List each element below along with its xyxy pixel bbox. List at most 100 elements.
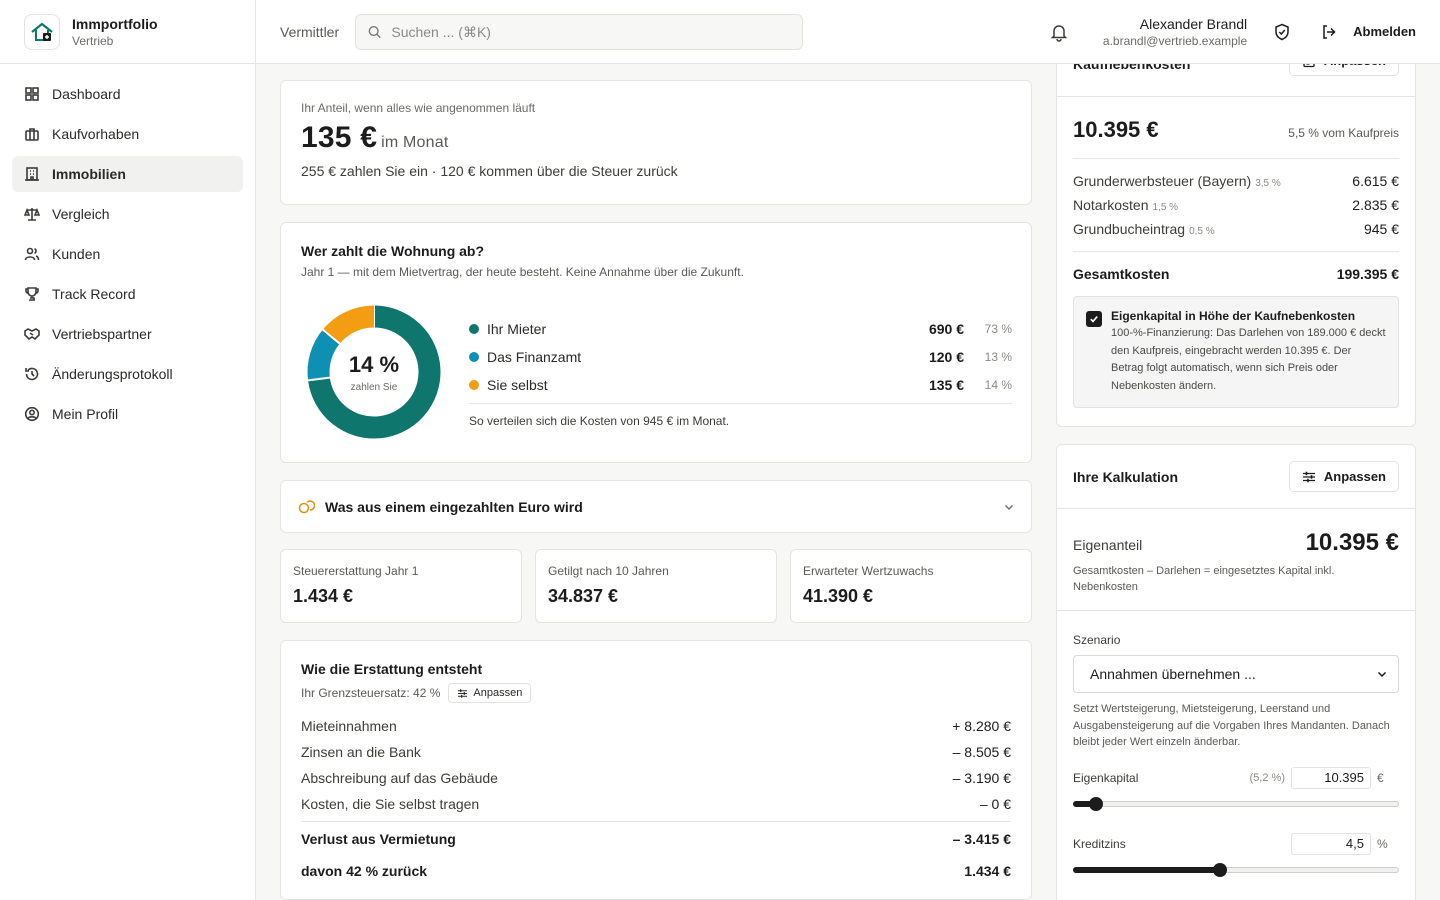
calculation-adjust-button[interactable]: Anpassen <box>1288 461 1399 492</box>
donut-slice-1 <box>307 329 341 381</box>
refund-row: Kosten, die Sie selbst tragen – 0 € <box>301 791 1011 817</box>
payoff-subtitle: Jahr 1 — mit dem Mietvertrag, der heute … <box>301 265 744 279</box>
sidebar-item-label: Kaufvorhaben <box>52 126 140 142</box>
building-icon <box>25 167 39 181</box>
donut-chart <box>307 305 441 439</box>
rate-unit: % <box>1377 836 1388 851</box>
euro-accordion[interactable]: Was aus einem eingezahlten Euro wird <box>280 480 1032 533</box>
sidebar-item-kaufvorhaben[interactable]: Kaufvorhaben <box>12 116 243 152</box>
payoff-donut: 14 % zahlen Sie <box>305 303 443 441</box>
sidebar-item-label: Änderungsprotokoll <box>52 366 173 382</box>
scenario-selected-value: Annahmen übernehmen ... <box>1090 666 1256 682</box>
sliders-icon <box>458 688 468 698</box>
own-share-note: Gesamtkosten – Darlehen = eingesetztes K… <box>1073 565 1335 593</box>
share-amount: 135 € <box>301 121 378 154</box>
coins-icon <box>298 499 315 513</box>
legend-name: Das Finanzamt <box>487 349 582 365</box>
legend-dot <box>469 380 479 390</box>
search-box[interactable] <box>355 13 804 50</box>
equity-slider[interactable] <box>1073 796 1399 811</box>
accordion-label: Was aus einem eingezahlten Euro wird <box>325 498 583 515</box>
legend-dot <box>469 352 479 362</box>
payoff-note: So verteilen sich die Kosten von 945 € i… <box>469 403 1012 428</box>
scenario-label: Szenario <box>1073 633 1121 647</box>
handshake-icon <box>24 328 40 341</box>
legend-amount: 690 € <box>928 321 964 337</box>
search-input[interactable] <box>391 23 791 40</box>
share-card: Ihr Anteil, wenn alles wie angenommen lä… <box>280 80 1032 205</box>
equity-slider-fill <box>1073 800 1096 807</box>
refund-row-label: Kosten, die Sie selbst tragen <box>301 796 480 812</box>
own-share-label: Eigenanteil <box>1073 537 1143 553</box>
rate-input[interactable] <box>1291 832 1371 855</box>
equity-input[interactable] <box>1291 766 1371 789</box>
donut-separator <box>307 376 330 382</box>
equity-checkbox[interactable] <box>1086 311 1102 327</box>
user-info[interactable]: Alexander Brandl a.brandl@vertrieb.examp… <box>1103 15 1247 49</box>
user-email: a.brandl@vertrieb.example <box>1102 33 1248 48</box>
legend-name: Sie selbst <box>487 377 548 393</box>
search-icon <box>368 25 381 38</box>
tax-rate-adjust-button[interactable]: Anpassen <box>448 683 532 703</box>
sidebar-item-dashboard[interactable]: Dashboard <box>12 76 243 112</box>
sliders-icon <box>1302 471 1315 482</box>
brand-name: Immportfolio <box>72 15 158 32</box>
kpi-label: Getilgt nach 10 Jahren <box>548 564 669 578</box>
legend-row: Sie selbst 135 € 14 % <box>469 371 1012 399</box>
scenario-select[interactable]: Annahmen übernehmen ... <box>1073 655 1399 693</box>
chevron-down-icon <box>1005 504 1013 510</box>
sidebar-nav: Dashboard Kaufvorhaben Immobilien Vergle… <box>0 64 255 448</box>
equity-slider-thumb[interactable] <box>1088 796 1103 811</box>
legend-pct: 13 % <box>984 350 1012 364</box>
kpi-value: 41.390 € <box>803 586 874 606</box>
divider <box>301 821 1011 822</box>
kpi-tax-refund: Steuererstattung Jahr 1 1.434 € <box>280 549 522 623</box>
brand[interactable]: Immportfolio Vertrieb <box>0 0 255 64</box>
total-costs-value: 199.395 € <box>1336 266 1399 282</box>
share-label: Ihr Anteil, wenn alles wie angenommen lä… <box>301 101 536 115</box>
total-costs-row: Gesamtkosten 199.395 € <box>1073 252 1399 296</box>
scenario-help: Setzt Wertsteigerung, Mietsteigerung, Le… <box>1073 703 1390 748</box>
rate-label: Kreditzins <box>1073 836 1126 851</box>
cost-row-pct: 0,5 % <box>1189 226 1215 237</box>
equity-slider-track <box>1073 800 1399 807</box>
sidebar-item-label: Track Record <box>52 286 136 302</box>
sidebar-item-vergleich[interactable]: Vergleich <box>12 196 243 232</box>
trophy-icon <box>25 287 39 301</box>
refund-back-row: davon 42 % zurück 1.434 € <box>301 856 1011 886</box>
sidebar-item-immobilien[interactable]: Immobilien <box>12 156 243 192</box>
payoff-title: Wer zahlt die Wohnung ab? <box>301 243 485 259</box>
loss-label: Verlust aus Vermietung <box>301 831 456 847</box>
share-amount-line: 135 € im Monat <box>301 121 1011 155</box>
rate-slider[interactable] <box>1073 862 1399 877</box>
kpi-value: 1.434 € <box>293 586 354 606</box>
legend-pct: 73 % <box>984 322 1012 336</box>
donut-center-label: zahlen Sie <box>350 381 398 393</box>
user-name: Alexander Brandl <box>1139 15 1248 32</box>
sidebar-item-vertriebspartner[interactable]: Vertriebspartner <box>12 316 243 352</box>
rate-slider-thumb[interactable] <box>1212 862 1227 877</box>
kpi-value: 34.837 € <box>548 586 619 606</box>
logout-button[interactable]: Abmelden <box>1321 24 1416 40</box>
equity-option-box: Eigenkapital in Höhe der Kaufnebenkosten… <box>1073 296 1399 408</box>
sidebar-item-track-record[interactable]: Track Record <box>12 276 243 312</box>
loss-row: Verlust aus Vermietung – 3.415 € <box>301 824 1011 854</box>
users-icon <box>24 247 40 261</box>
shield-check-icon[interactable] <box>1273 23 1291 41</box>
sidebar-item-kunden[interactable]: Kunden <box>12 236 243 272</box>
refund-back-label: davon 42 % zurück <box>301 863 428 879</box>
cost-row: Grundbucheintrag 0,5 % 945 € <box>1073 217 1399 241</box>
share-description: 255 € zahlen Sie ein · 120 € kommen über… <box>301 163 678 179</box>
sidebar-item-aenderungsprotokoll[interactable]: Änderungsprotokoll <box>12 356 243 392</box>
legend-row: Das Finanzamt 120 € 13 % <box>469 343 1012 371</box>
legend-dot <box>469 324 479 334</box>
history-icon <box>25 367 39 381</box>
tax-rate-label: Ihr Grenzsteuersatz: 42 % <box>301 686 441 700</box>
cost-row-label: Notarkosten <box>1073 197 1149 213</box>
sidebar-item-mein-profil[interactable]: Mein Profil <box>12 396 243 432</box>
calculation-title: Ihre Kalkulation <box>1073 469 1179 485</box>
cost-row-value: 6.615 € <box>1352 173 1399 189</box>
cost-row: Grunderwerbsteuer (Bayern) 3,5 % 6.615 € <box>1073 169 1399 193</box>
bell-icon[interactable] <box>1049 22 1069 42</box>
equity-unit: € <box>1377 770 1384 785</box>
